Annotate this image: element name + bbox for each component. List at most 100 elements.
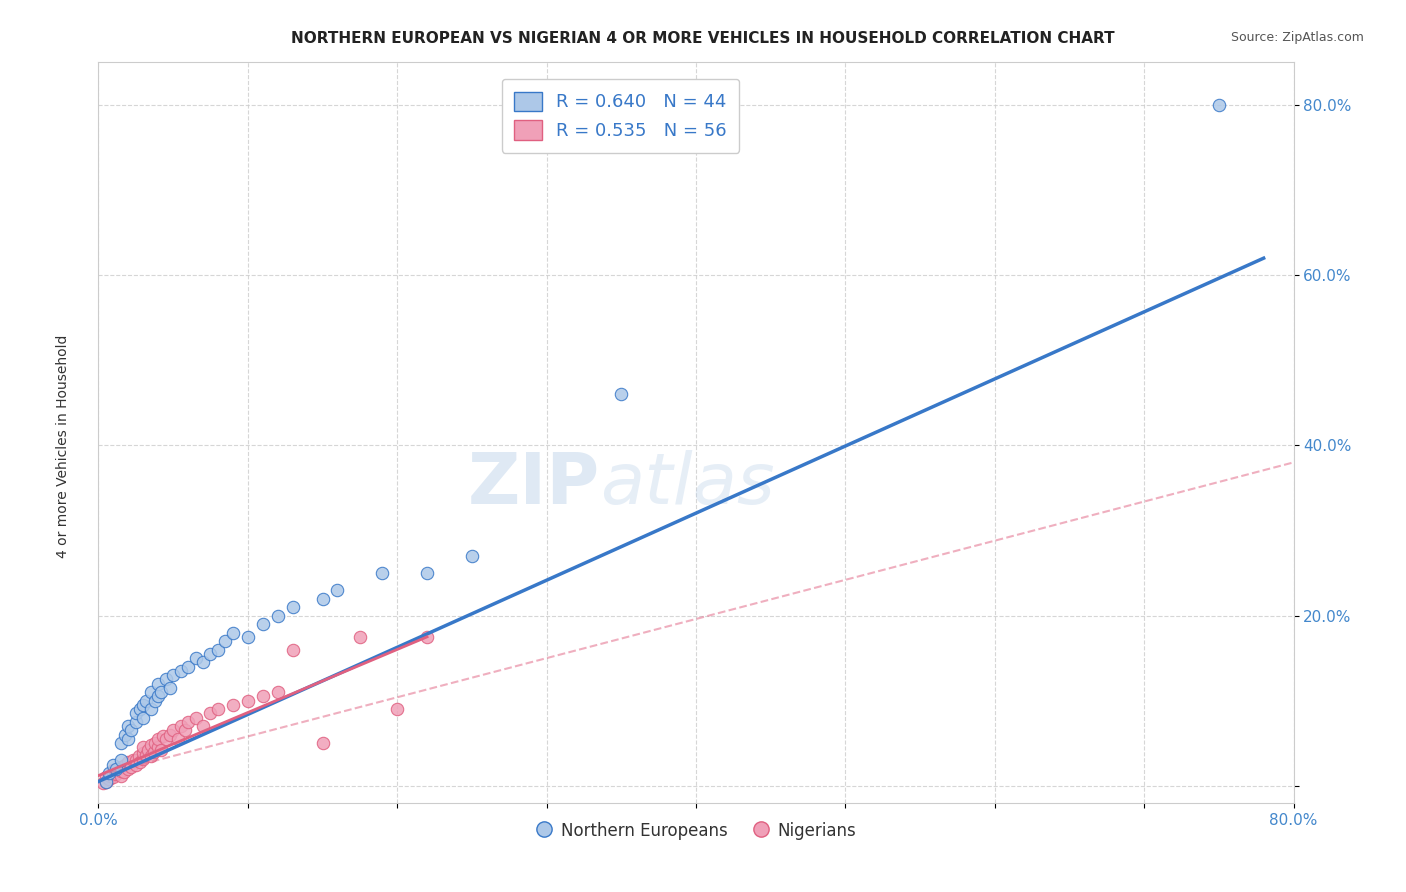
Point bbox=[114, 728, 136, 742]
Point bbox=[281, 600, 304, 615]
Point bbox=[155, 731, 177, 746]
Point bbox=[349, 630, 371, 644]
Point bbox=[117, 719, 139, 733]
Point bbox=[136, 743, 159, 757]
Point bbox=[152, 730, 174, 744]
Text: 4 or more Vehicles in Household: 4 or more Vehicles in Household bbox=[56, 334, 70, 558]
Point bbox=[162, 668, 184, 682]
Point bbox=[135, 694, 157, 708]
Point bbox=[139, 749, 162, 764]
Point bbox=[148, 740, 170, 755]
Point bbox=[103, 757, 125, 772]
Point bbox=[385, 702, 409, 716]
Point bbox=[125, 757, 148, 772]
Point bbox=[191, 719, 214, 733]
Point bbox=[110, 753, 132, 767]
Point bbox=[174, 723, 197, 738]
Point bbox=[117, 731, 139, 746]
Point bbox=[177, 714, 200, 729]
Point bbox=[110, 764, 132, 779]
Point bbox=[129, 702, 152, 716]
Point bbox=[252, 617, 274, 632]
Point bbox=[125, 714, 148, 729]
Point bbox=[177, 659, 200, 673]
Text: Source: ZipAtlas.com: Source: ZipAtlas.com bbox=[1230, 31, 1364, 45]
Point bbox=[120, 723, 142, 738]
Point bbox=[1208, 98, 1230, 112]
Point bbox=[236, 630, 259, 644]
Point bbox=[125, 706, 148, 721]
Point bbox=[105, 762, 128, 776]
Point bbox=[148, 676, 170, 690]
Point bbox=[416, 566, 439, 580]
Point bbox=[112, 765, 135, 780]
Point bbox=[117, 762, 139, 776]
Point bbox=[148, 731, 170, 746]
Point bbox=[169, 719, 191, 733]
Point bbox=[191, 656, 214, 670]
Point bbox=[610, 387, 633, 401]
Point bbox=[207, 702, 229, 716]
Text: ZIP: ZIP bbox=[468, 450, 600, 519]
Point bbox=[148, 690, 170, 704]
Point bbox=[110, 736, 132, 750]
Point bbox=[132, 751, 155, 765]
Point bbox=[107, 762, 129, 776]
Point bbox=[98, 768, 122, 782]
Text: atlas: atlas bbox=[600, 450, 775, 519]
Point bbox=[94, 774, 117, 789]
Point bbox=[184, 711, 207, 725]
Point bbox=[371, 566, 394, 580]
Point bbox=[117, 755, 139, 769]
Point bbox=[103, 770, 125, 784]
Point bbox=[121, 753, 143, 767]
Point bbox=[114, 757, 136, 772]
Point bbox=[128, 749, 150, 764]
Point bbox=[207, 642, 229, 657]
Point bbox=[103, 766, 125, 780]
Point bbox=[110, 760, 132, 774]
Point bbox=[162, 723, 184, 738]
Point bbox=[200, 706, 222, 721]
Point bbox=[125, 753, 148, 767]
Point bbox=[91, 776, 114, 790]
Point bbox=[166, 731, 188, 746]
Point bbox=[150, 743, 173, 757]
Point bbox=[416, 630, 439, 644]
Point bbox=[103, 764, 125, 778]
Point bbox=[97, 766, 120, 780]
Point bbox=[184, 651, 207, 665]
Point bbox=[143, 694, 166, 708]
Point bbox=[200, 647, 222, 661]
Point bbox=[159, 728, 181, 742]
Point bbox=[267, 685, 290, 699]
Point bbox=[267, 608, 290, 623]
Point bbox=[132, 740, 155, 755]
Point bbox=[139, 685, 162, 699]
Point bbox=[311, 736, 333, 750]
Point bbox=[222, 625, 245, 640]
Point bbox=[311, 591, 333, 606]
Point bbox=[94, 770, 117, 784]
Point bbox=[281, 642, 304, 657]
Point bbox=[214, 634, 236, 648]
Point bbox=[236, 694, 259, 708]
Point bbox=[110, 768, 132, 782]
Point bbox=[105, 767, 128, 781]
Point bbox=[222, 698, 245, 712]
Point bbox=[169, 664, 191, 678]
Point bbox=[139, 738, 162, 752]
Point bbox=[97, 772, 120, 786]
Point bbox=[252, 690, 274, 704]
Point bbox=[135, 748, 157, 763]
Point bbox=[132, 747, 155, 761]
Point bbox=[120, 760, 142, 774]
Point bbox=[132, 698, 155, 712]
Point bbox=[139, 702, 162, 716]
Point bbox=[132, 711, 155, 725]
Point bbox=[94, 774, 117, 789]
Point bbox=[142, 745, 165, 759]
Legend: Northern Europeans, Nigerians: Northern Europeans, Nigerians bbox=[529, 814, 863, 847]
Text: NORTHERN EUROPEAN VS NIGERIAN 4 OR MORE VEHICLES IN HOUSEHOLD CORRELATION CHART: NORTHERN EUROPEAN VS NIGERIAN 4 OR MORE … bbox=[291, 31, 1115, 46]
Point bbox=[461, 549, 484, 563]
